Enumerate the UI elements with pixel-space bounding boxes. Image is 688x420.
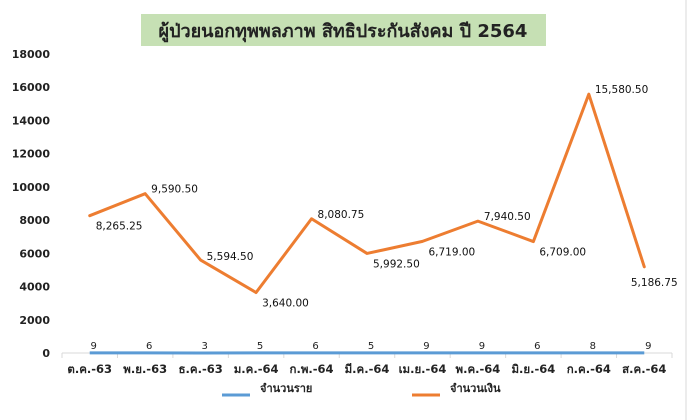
title-background xyxy=(141,14,546,46)
data-label-cases: 5 xyxy=(368,341,374,352)
x-tick-label: ก.ค.-64 xyxy=(567,362,611,376)
data-label-amount: 5,992.50 xyxy=(373,258,420,270)
y-tick-label: 4000 xyxy=(19,281,50,294)
y-tick-label: 0 xyxy=(42,347,50,360)
x-tick-label: ม.ค.-64 xyxy=(234,362,279,376)
data-label-cases: 5 xyxy=(257,341,263,352)
y-tick-label: 2000 xyxy=(19,314,50,327)
y-tick-label: 18000 xyxy=(12,48,51,61)
chart-title: ผู้ป่วยนอกทุพพลภาพ สิทธิประกันสังคม ปี 2… xyxy=(159,21,528,43)
data-label-cases: 6 xyxy=(534,341,540,352)
series-layer: 9 6 3 5 6 5 9 9 6 8 9 8,265.25 9,590.50 5,594.50 3,640… xyxy=(88,84,678,355)
x-tick-label: มี.ค.-64 xyxy=(345,362,390,376)
legend-label: จำนวนเงิน xyxy=(450,382,501,395)
y-tick-label: 10000 xyxy=(12,181,51,194)
x-tick-label: พ.ค.-64 xyxy=(456,362,501,376)
legend-item-cases: จำนวนราย xyxy=(222,382,312,397)
x-tick-label: มิ.ย.-64 xyxy=(511,362,555,376)
legend: จำนวนราย จำนวนเงิน xyxy=(222,382,501,397)
y-tick-label: 12000 xyxy=(12,148,51,161)
x-tick-label: ต.ค.-63 xyxy=(67,362,112,376)
x-tick-label: ส.ค.-64 xyxy=(622,362,666,376)
data-label-amount: 5,186.75 xyxy=(631,277,678,289)
data-label-cases: 9 xyxy=(645,341,651,352)
data-label-amount: 9,590.50 xyxy=(151,184,198,196)
x-tick-label: ก.พ.-64 xyxy=(290,362,334,376)
y-axis: 0 2000 4000 6000 8000 10000 12000 14000 16000 180… xyxy=(12,48,51,360)
data-label-amount: 5,594.50 xyxy=(207,251,254,263)
data-label-amount: 7,940.50 xyxy=(484,211,531,223)
data-label-cases: 6 xyxy=(312,341,318,352)
data-label-cases: 6 xyxy=(146,341,152,352)
data-label-cases: 9 xyxy=(91,341,97,352)
y-tick-label: 14000 xyxy=(12,114,51,127)
data-label-amount: 6,709.00 xyxy=(539,247,586,259)
legend-label: จำนวนราย xyxy=(260,382,312,395)
legend-item-amount: จำนวนเงิน xyxy=(412,382,501,397)
data-label-cases: 8 xyxy=(590,341,596,352)
data-label-amount: 6,719.00 xyxy=(428,246,475,258)
data-label-cases: 9 xyxy=(423,341,429,352)
data-label-cases: 9 xyxy=(479,341,485,352)
data-label-amount: 15,580.50 xyxy=(595,84,648,96)
x-tick-label: ธ.ค.-63 xyxy=(179,362,223,376)
y-tick-label: 8000 xyxy=(19,214,50,227)
y-tick-label: 6000 xyxy=(19,247,50,260)
y-tick-label: 16000 xyxy=(12,81,51,94)
data-label-amount: 3,640.00 xyxy=(262,298,309,310)
data-label-amount: 8,265.25 xyxy=(96,221,143,233)
data-label-cases: 3 xyxy=(201,341,207,352)
data-label-amount: 8,080.75 xyxy=(318,209,365,221)
x-tick-label: พ.ย.-63 xyxy=(123,362,167,376)
x-tick-label: เม.ย.-64 xyxy=(399,362,447,376)
series-line-amount xyxy=(88,92,646,295)
